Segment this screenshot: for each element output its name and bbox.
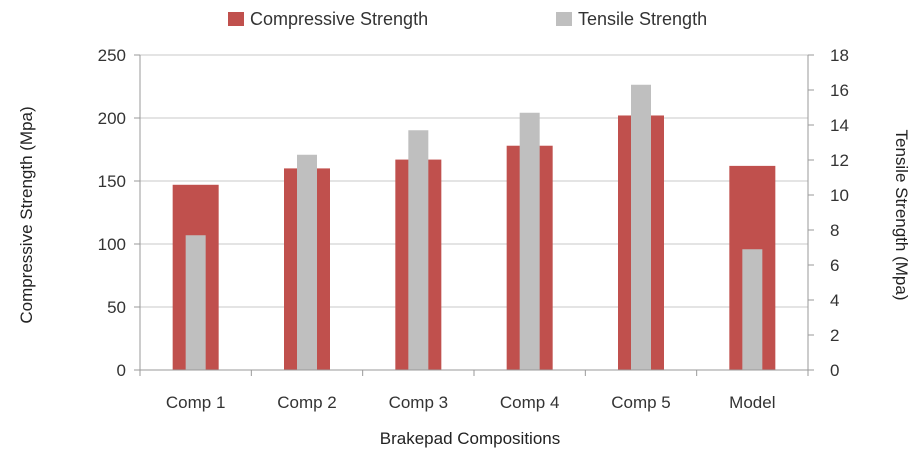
axes [139, 55, 809, 371]
x-tick-label: Comp 2 [277, 393, 337, 412]
gridlines [140, 54, 808, 308]
x-tick-label: Comp 4 [500, 393, 560, 412]
left-axis-ticks: 0 50 100 150 200 250 [98, 46, 140, 380]
legend-swatch [228, 12, 244, 26]
right-axis-title: Tensile Strength (Mpa) [892, 129, 911, 300]
bar-tensile-strength [519, 112, 540, 370]
x-tick-label: Comp 5 [611, 393, 671, 412]
bar-tensile-strength [185, 235, 206, 370]
x-axis-title: Brakepad Compositions [380, 429, 560, 448]
bar-tensile-strength [408, 130, 429, 370]
bar-tensile-strength [631, 84, 651, 370]
bar-tensile-strength [742, 249, 763, 370]
right-tick-label: 12 [830, 151, 849, 170]
right-tick-label: 14 [830, 116, 849, 135]
bars [172, 84, 776, 370]
right-tick-label: 2 [830, 326, 839, 345]
left-tick-label: 250 [98, 46, 126, 65]
left-tick-label: 200 [98, 109, 126, 128]
right-tick-label: 16 [830, 81, 849, 100]
right-tick-label: 10 [830, 186, 849, 205]
bar-tensile-strength [297, 154, 317, 370]
left-tick-label: 100 [98, 235, 126, 254]
x-tick-label: Comp 1 [166, 393, 226, 412]
legend-swatch [556, 12, 572, 26]
legend-label: Tensile Strength [578, 9, 707, 29]
legend-label: Compressive Strength [250, 9, 428, 29]
right-tick-label: 6 [830, 256, 839, 275]
x-tick-label: Model [729, 393, 775, 412]
left-tick-label: 50 [107, 298, 126, 317]
right-tick-label: 4 [830, 291, 839, 310]
right-tick-label: 18 [830, 46, 849, 65]
x-axis-ticks: Comp 1 Comp 2 Comp 3 Comp 4 Comp 5 Model [139, 370, 809, 412]
legend: Compressive Strength Tensile Strength [228, 9, 707, 29]
left-axis-title: Compressive Strength (Mpa) [17, 106, 36, 323]
right-axis-ticks: 0 2 4 6 8 10 12 14 16 18 [808, 46, 849, 380]
left-tick-label: 150 [98, 172, 126, 191]
left-tick-label: 0 [117, 361, 126, 380]
right-tick-label: 0 [830, 361, 839, 380]
x-tick-label: Comp 3 [389, 393, 449, 412]
right-tick-label: 8 [830, 221, 839, 240]
